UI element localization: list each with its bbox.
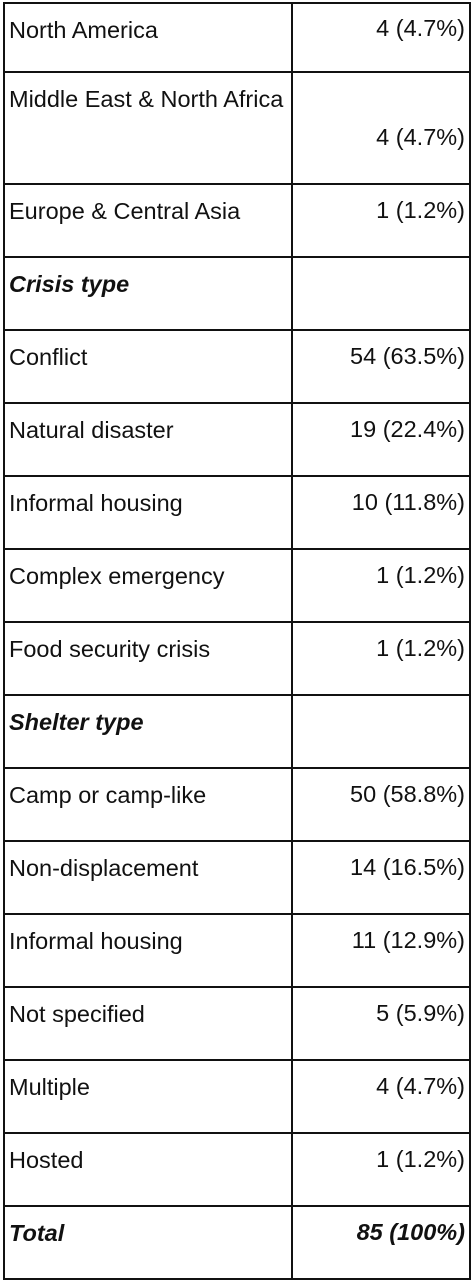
row-value (291, 256, 471, 331)
row-value: 50 (58.8%) (291, 767, 471, 842)
summary-table: North America 4 (4.7%) Middle East & North… (3, 2, 471, 1280)
table-body: North America 4 (4.7%) Middle East & North… (3, 2, 471, 1280)
table-row: Informal housing 10 (11.8%) (3, 475, 471, 550)
table-row: Multiple 4 (4.7%) (3, 1059, 471, 1134)
table-row: Not specified 5 (5.9%) (3, 986, 471, 1061)
row-label: Total (3, 1205, 293, 1280)
row-label: North America (3, 2, 293, 73)
row-label: Europe & Central Asia (3, 183, 293, 258)
row-value: 1 (1.2%) (291, 1132, 471, 1207)
row-label: Multiple (3, 1059, 293, 1134)
row-label: Hosted (3, 1132, 293, 1207)
row-value: 4 (4.7%) (291, 71, 471, 185)
row-value: 4 (4.7%) (291, 2, 471, 73)
table-row: Shelter type (3, 694, 471, 769)
table-row: North America 4 (4.7%) (3, 2, 471, 73)
row-value: 4 (4.7%) (291, 1059, 471, 1134)
row-label: Not specified (3, 986, 293, 1061)
row-label: Crisis type (3, 256, 293, 331)
row-value: 1 (1.2%) (291, 548, 471, 623)
table-row: Informal housing 11 (12.9%) (3, 913, 471, 988)
row-value: 11 (12.9%) (291, 913, 471, 988)
row-label: Informal housing (3, 913, 293, 988)
row-label: Shelter type (3, 694, 293, 769)
row-label: Informal housing (3, 475, 293, 550)
table-row: Food security crisis 1 (1.2%) (3, 621, 471, 696)
row-value: 14 (16.5%) (291, 840, 471, 915)
table-row: Middle East & North Africa 4 (4.7%) (3, 71, 471, 185)
table-row: Camp or camp-like 50 (58.8%) (3, 767, 471, 842)
row-label: Conflict (3, 329, 293, 404)
table-row: Crisis type (3, 256, 471, 331)
row-label: Natural disaster (3, 402, 293, 477)
table-row: Non-displacement 14 (16.5%) (3, 840, 471, 915)
row-label: Non-displacement (3, 840, 293, 915)
row-value: 10 (11.8%) (291, 475, 471, 550)
row-label: Middle East & North Africa (3, 71, 293, 185)
row-value: 54 (63.5%) (291, 329, 471, 404)
row-value: 5 (5.9%) (291, 986, 471, 1061)
row-label: Food security crisis (3, 621, 293, 696)
table-row: Complex emergency 1 (1.2%) (3, 548, 471, 623)
row-label: Complex emergency (3, 548, 293, 623)
table-row: Europe & Central Asia 1 (1.2%) (3, 183, 471, 258)
row-value: 19 (22.4%) (291, 402, 471, 477)
row-value: 1 (1.2%) (291, 183, 471, 258)
table-row: Total 85 (100%) (3, 1205, 471, 1280)
row-value: 1 (1.2%) (291, 621, 471, 696)
table-row: Natural disaster 19 (22.4%) (3, 402, 471, 477)
table-row: Hosted 1 (1.2%) (3, 1132, 471, 1207)
row-label: Camp or camp-like (3, 767, 293, 842)
row-value (291, 694, 471, 769)
table-row: Conflict 54 (63.5%) (3, 329, 471, 404)
row-value: 85 (100%) (291, 1205, 471, 1280)
